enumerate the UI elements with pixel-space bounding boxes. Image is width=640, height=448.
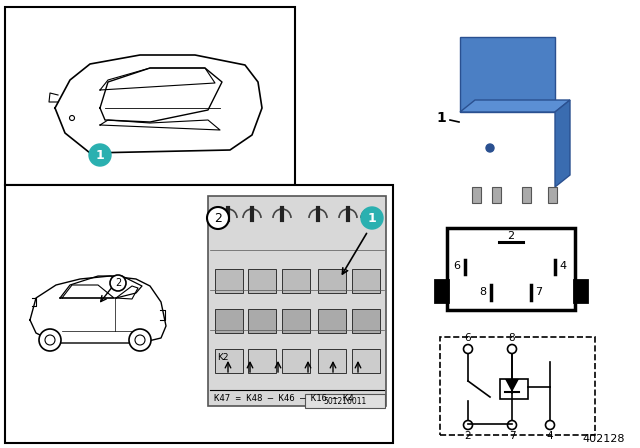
Bar — [282, 309, 310, 333]
Bar — [492, 187, 501, 203]
Bar — [440, 337, 595, 435]
Text: 7: 7 — [536, 287, 543, 297]
Bar — [574, 280, 587, 302]
Text: 4: 4 — [559, 261, 566, 271]
Text: 2: 2 — [115, 278, 121, 288]
Bar — [5, 185, 393, 443]
Bar — [215, 309, 243, 333]
Bar — [248, 349, 276, 373]
Bar — [318, 349, 346, 373]
Text: 7: 7 — [509, 431, 515, 441]
Bar — [548, 187, 557, 203]
Polygon shape — [505, 379, 519, 392]
Text: 6: 6 — [465, 333, 471, 343]
Text: 4: 4 — [547, 431, 554, 441]
Bar — [248, 309, 276, 333]
Text: 6: 6 — [454, 261, 461, 271]
Circle shape — [135, 335, 145, 345]
Circle shape — [110, 275, 126, 291]
Circle shape — [486, 144, 494, 152]
Text: 2: 2 — [508, 231, 515, 241]
Bar — [305, 394, 385, 408]
Bar — [215, 269, 243, 293]
Polygon shape — [555, 100, 570, 187]
Bar — [447, 228, 575, 310]
Polygon shape — [460, 100, 570, 112]
Bar — [208, 196, 386, 406]
Circle shape — [508, 345, 516, 353]
Text: 2: 2 — [465, 431, 471, 441]
Text: 8: 8 — [509, 333, 515, 343]
Bar — [282, 269, 310, 293]
Circle shape — [129, 329, 151, 351]
Bar — [352, 269, 380, 293]
Bar — [215, 349, 243, 373]
Text: K47 = K48 — K46 – K16 – K4: K47 = K48 — K46 – K16 – K4 — [214, 393, 354, 402]
Text: 501216011: 501216011 — [323, 396, 367, 405]
Bar — [472, 187, 481, 203]
Text: 1: 1 — [95, 148, 104, 161]
Bar — [282, 349, 310, 373]
Bar — [248, 269, 276, 293]
Bar — [318, 309, 346, 333]
Text: 8: 8 — [479, 287, 486, 297]
Circle shape — [45, 335, 55, 345]
Text: 402128: 402128 — [582, 434, 625, 444]
Bar — [352, 309, 380, 333]
Bar — [522, 187, 531, 203]
Bar — [5, 7, 295, 185]
Text: 1: 1 — [436, 111, 446, 125]
Bar — [500, 379, 528, 399]
Circle shape — [545, 421, 554, 430]
Bar — [352, 349, 380, 373]
Circle shape — [207, 207, 229, 229]
Text: 2: 2 — [214, 211, 222, 224]
Bar — [460, 37, 555, 112]
Circle shape — [508, 421, 516, 430]
Circle shape — [89, 144, 111, 166]
Bar — [318, 269, 346, 293]
Text: K2: K2 — [217, 353, 228, 362]
Bar — [435, 280, 448, 302]
Text: 1: 1 — [367, 211, 376, 224]
Circle shape — [463, 421, 472, 430]
Circle shape — [39, 329, 61, 351]
Circle shape — [463, 345, 472, 353]
Circle shape — [361, 207, 383, 229]
